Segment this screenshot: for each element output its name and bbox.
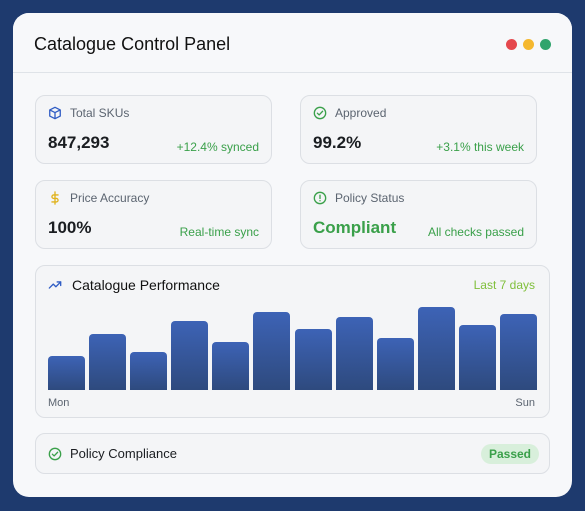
performance-card: Catalogue Performance Last 7 days Mon Su… (35, 265, 550, 418)
stat-label: Price Accuracy (70, 191, 150, 205)
performance-title: Catalogue Performance (72, 277, 220, 293)
stat-label: Approved (335, 106, 387, 120)
stat-sub: Real-time sync (179, 225, 259, 239)
window-controls (506, 39, 551, 50)
check-circle-icon (48, 447, 62, 460)
dollar-icon (51, 191, 59, 205)
policy-label: Policy Compliance (70, 446, 177, 461)
performance-range[interactable]: Last 7 days (473, 278, 535, 292)
stat-card-policy-status: Policy Status Compliant All checks passe… (300, 180, 537, 249)
chart-bar (335, 317, 373, 390)
stat-value: Compliant (313, 218, 397, 237)
catalogue-window: Catalogue Control Panel Total SKUs 847,2… (13, 13, 572, 497)
chart-bar (171, 321, 209, 390)
chart-bar (130, 352, 168, 390)
stat-value: 100% (48, 218, 92, 237)
maximize-button[interactable] (540, 39, 551, 50)
stat-value: 847,293 (48, 133, 110, 152)
check-circle-icon (313, 106, 327, 120)
stat-sub: All checks passed (427, 225, 524, 239)
chart-bar (294, 329, 332, 390)
chart-bar (500, 314, 537, 390)
alert-circle-icon (313, 191, 327, 205)
close-button[interactable] (506, 39, 517, 50)
policy-compliance-card: Policy Compliance Passed (35, 433, 550, 474)
chart-bar (417, 307, 455, 390)
chart-bar (212, 342, 250, 390)
stat-card-total-skus: Total SKUs 847,293 +12.4% synced (35, 95, 272, 164)
chart-bar (89, 334, 127, 390)
stat-card-price-accuracy: Price Accuracy 100% Real-time sync (35, 180, 272, 249)
stat-sub: +12.4% synced (176, 140, 259, 154)
stat-sub: +3.1% this week (436, 140, 524, 154)
chart-bar (458, 325, 496, 390)
stat-label: Total SKUs (70, 106, 130, 120)
axis-end-label: Sun (515, 397, 535, 409)
stat-value: 99.2% (313, 133, 362, 152)
stat-label: Policy Status (335, 191, 405, 205)
chart-bar (376, 338, 414, 390)
trend-up-icon (48, 281, 62, 289)
window-title: Catalogue Control Panel (34, 34, 231, 54)
chart-bar (48, 356, 85, 390)
chart-bar (253, 312, 291, 390)
axis-start-label: Mon (48, 397, 70, 409)
minimize-button[interactable] (523, 39, 534, 50)
performance-bar-chart (48, 304, 537, 390)
box-icon (49, 106, 61, 120)
status-badge: Passed (480, 444, 539, 464)
title-bar: Catalogue Control Panel (13, 13, 572, 73)
stat-card-approved: Approved 99.2% +3.1% this week (300, 95, 537, 164)
